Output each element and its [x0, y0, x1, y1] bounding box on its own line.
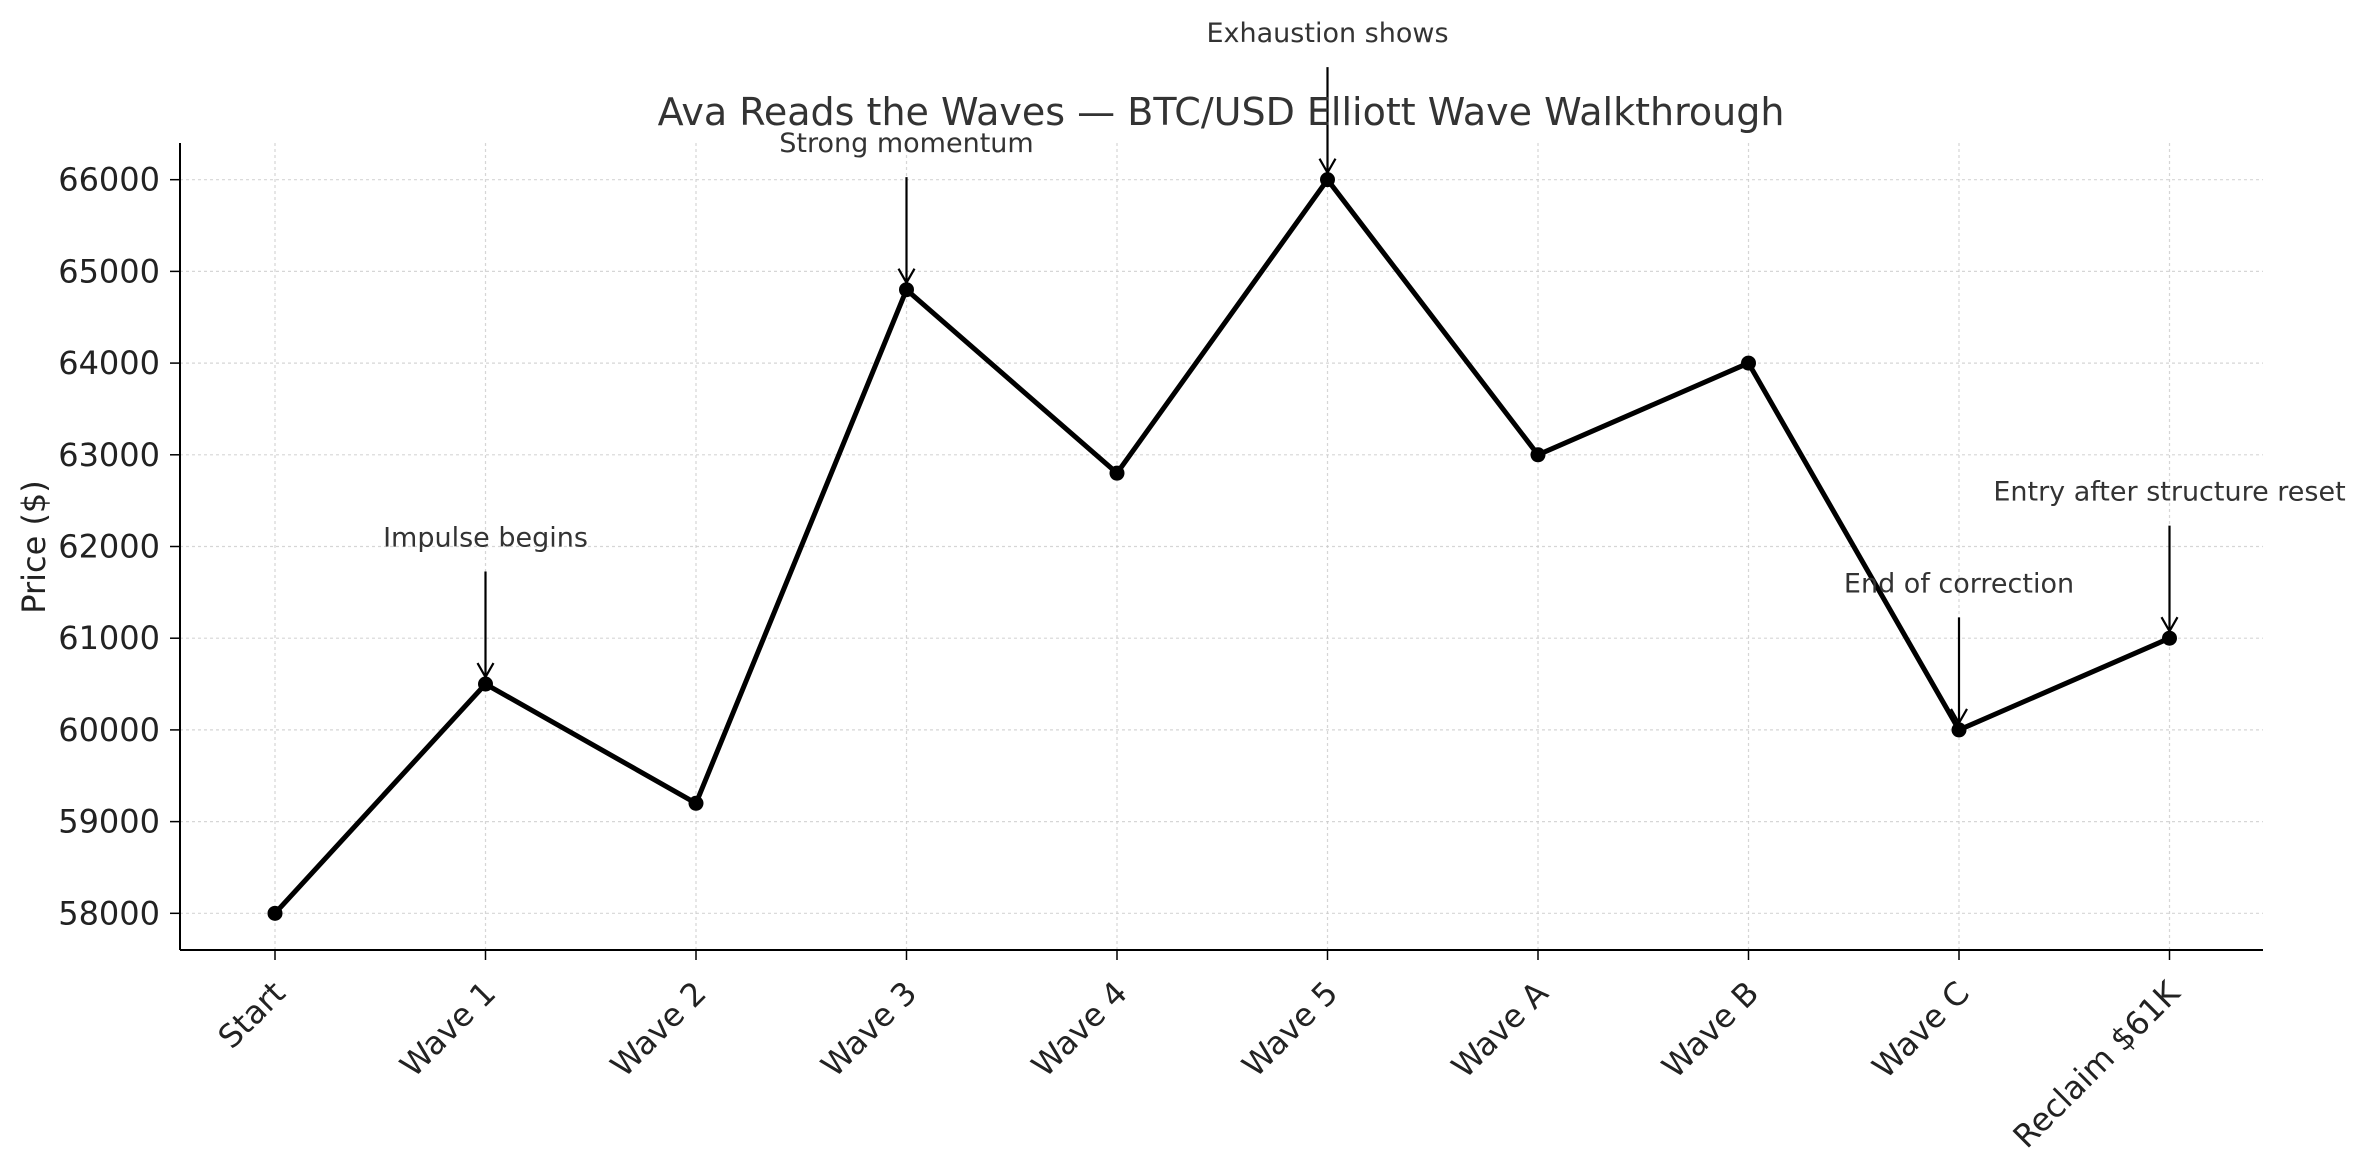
annotation-label: Exhaustion shows — [1206, 18, 1448, 49]
chart-title: Ava Reads the Waves — BTC/USD Elliott Wa… — [658, 90, 1785, 134]
annotation-label: End of correction — [1844, 568, 2074, 599]
annotations: Impulse begins Strong momentum Exhaustion … — [383, 18, 2346, 726]
x-tick-label: Wave 1 — [393, 974, 504, 1085]
annotation-arrowhead — [1318, 158, 1337, 175]
annotation-label: Strong momentum — [779, 128, 1033, 159]
data-point — [1320, 172, 1335, 188]
data-point — [2162, 630, 2177, 646]
y-tick-label: 65000 — [58, 252, 160, 290]
annotation-arrowhead — [1950, 708, 1968, 726]
annotation-label: Impulse begins — [383, 523, 588, 554]
annotation-arrowhead — [897, 268, 916, 285]
y-tick-label: 59000 — [58, 803, 160, 841]
data-point — [1741, 355, 1756, 371]
annotation-arrowhead — [476, 662, 495, 680]
data-point — [1951, 722, 1967, 738]
series — [267, 172, 2177, 921]
y-axis-label: Price ($) — [15, 480, 53, 614]
data-point — [1530, 447, 1546, 463]
x-tick-label: Wave A — [1444, 974, 1556, 1086]
annotation-label: Entry after structure reset — [1993, 477, 2345, 508]
ticks: 58000 59000 60000 61000 62000 63000 64000 65000… — [58, 161, 2188, 1156]
data-point — [478, 676, 493, 692]
annotation-arrowhead — [2160, 616, 2179, 634]
data-point — [899, 282, 914, 298]
y-tick-label: 63000 — [58, 436, 160, 474]
y-tick-label: 60000 — [58, 711, 160, 749]
y-tick-label: 58000 — [58, 894, 160, 932]
x-tick-label: Reclaim $61K — [2006, 973, 2188, 1155]
x-tick-label: Wave 4 — [1024, 974, 1135, 1085]
x-tick-label: Wave B — [1654, 974, 1766, 1086]
x-tick-label: Wave 2 — [603, 974, 714, 1085]
x-tick-label: Wave 5 — [1235, 974, 1346, 1085]
x-tick-label: Start — [211, 974, 293, 1056]
data-point — [267, 905, 283, 921]
x-tick-label: Wave 3 — [814, 974, 925, 1085]
y-tick-label: 62000 — [58, 528, 160, 566]
y-tick-label: 61000 — [58, 619, 160, 657]
x-tick-label: Wave C — [1865, 974, 1977, 1086]
series-line — [272, 177, 2172, 916]
y-tick-label: 64000 — [58, 344, 160, 382]
data-point — [1109, 465, 1125, 481]
y-tick-label: 66000 — [58, 161, 160, 199]
data-point — [688, 795, 704, 811]
